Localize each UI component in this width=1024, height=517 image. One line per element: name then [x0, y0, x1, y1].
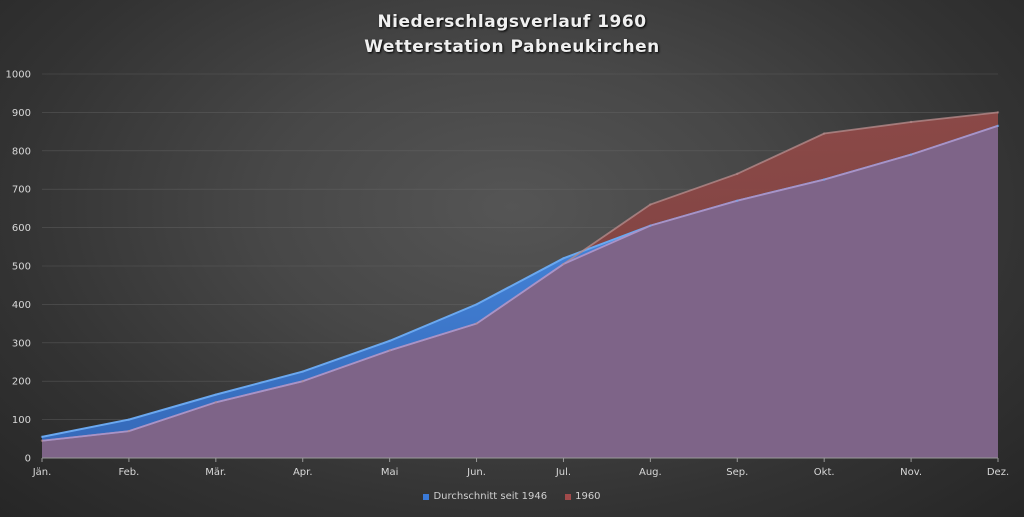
x-tick-label: Mär.	[205, 467, 226, 478]
point-1960	[996, 111, 1000, 114]
point-1960	[301, 380, 304, 383]
y-tick-label: 300	[12, 338, 31, 349]
x-tick-label: Jun.	[466, 467, 486, 478]
y-tick-label: 500	[12, 262, 31, 273]
x-tick-label: Jän.	[32, 467, 52, 478]
point-average	[996, 124, 1000, 128]
y-tick-label: 0	[25, 454, 31, 465]
legend-swatch-average	[423, 493, 430, 500]
point-average	[822, 178, 826, 181]
point-average	[909, 153, 913, 156]
point-average	[40, 435, 44, 439]
chart-title: Niederschlagsverlauf 1960	[377, 12, 647, 32]
point-average	[214, 393, 218, 396]
point-1960	[736, 172, 739, 176]
y-tick-label: 900	[12, 108, 31, 119]
y-tick-label: 100	[12, 415, 31, 426]
area-overlap	[42, 125, 998, 458]
legend-swatch-1960	[565, 493, 572, 500]
x-tick-label: Aug.	[639, 467, 662, 478]
legend-item-average[interactable]: Durchschnitt seit 1946	[423, 491, 547, 502]
point-1960	[822, 132, 826, 135]
point-average	[475, 303, 478, 306]
legend-label-average: Durchschnitt seit 1946	[433, 491, 548, 502]
point-1960	[649, 203, 652, 206]
chart-subtitle: Wetterstation Pabneukirchen	[364, 37, 660, 57]
x-tick-label: Dez.	[987, 467, 1009, 478]
point-average	[388, 339, 391, 343]
x-tick-label: Mai	[381, 467, 399, 478]
y-tick-label: 600	[12, 223, 31, 234]
point-1960	[909, 120, 913, 124]
x-tick-label: Sep.	[726, 467, 748, 478]
point-1960	[214, 401, 218, 404]
x-tick-label: Feb.	[118, 467, 139, 478]
legend: Durchschnitt seit 1946 1960	[0, 491, 1024, 502]
point-1960	[388, 349, 391, 352]
y-tick-label: 400	[12, 300, 31, 311]
point-average	[649, 224, 652, 227]
y-tick-label: 200	[12, 377, 31, 388]
point-average	[562, 257, 565, 260]
point-average	[127, 418, 131, 421]
point-average	[301, 370, 304, 373]
y-tick-label: 800	[12, 146, 31, 157]
legend-label-1960: 1960	[575, 491, 601, 502]
point-1960	[40, 439, 44, 442]
x-tick-label: Nov.	[900, 467, 922, 478]
point-average	[736, 199, 739, 202]
point-1960	[475, 322, 478, 325]
y-tick-label: 1000	[6, 70, 31, 81]
legend-item-1960[interactable]: 1960	[565, 491, 601, 502]
x-tick-label: Okt.	[814, 467, 835, 478]
point-1960	[127, 429, 131, 433]
point-1960	[562, 262, 565, 266]
x-tick-label: Apr.	[293, 467, 313, 478]
line-overlap	[41, 124, 999, 442]
x-tick-label: Jul.	[555, 467, 571, 478]
y-tick-label: 700	[12, 185, 31, 196]
